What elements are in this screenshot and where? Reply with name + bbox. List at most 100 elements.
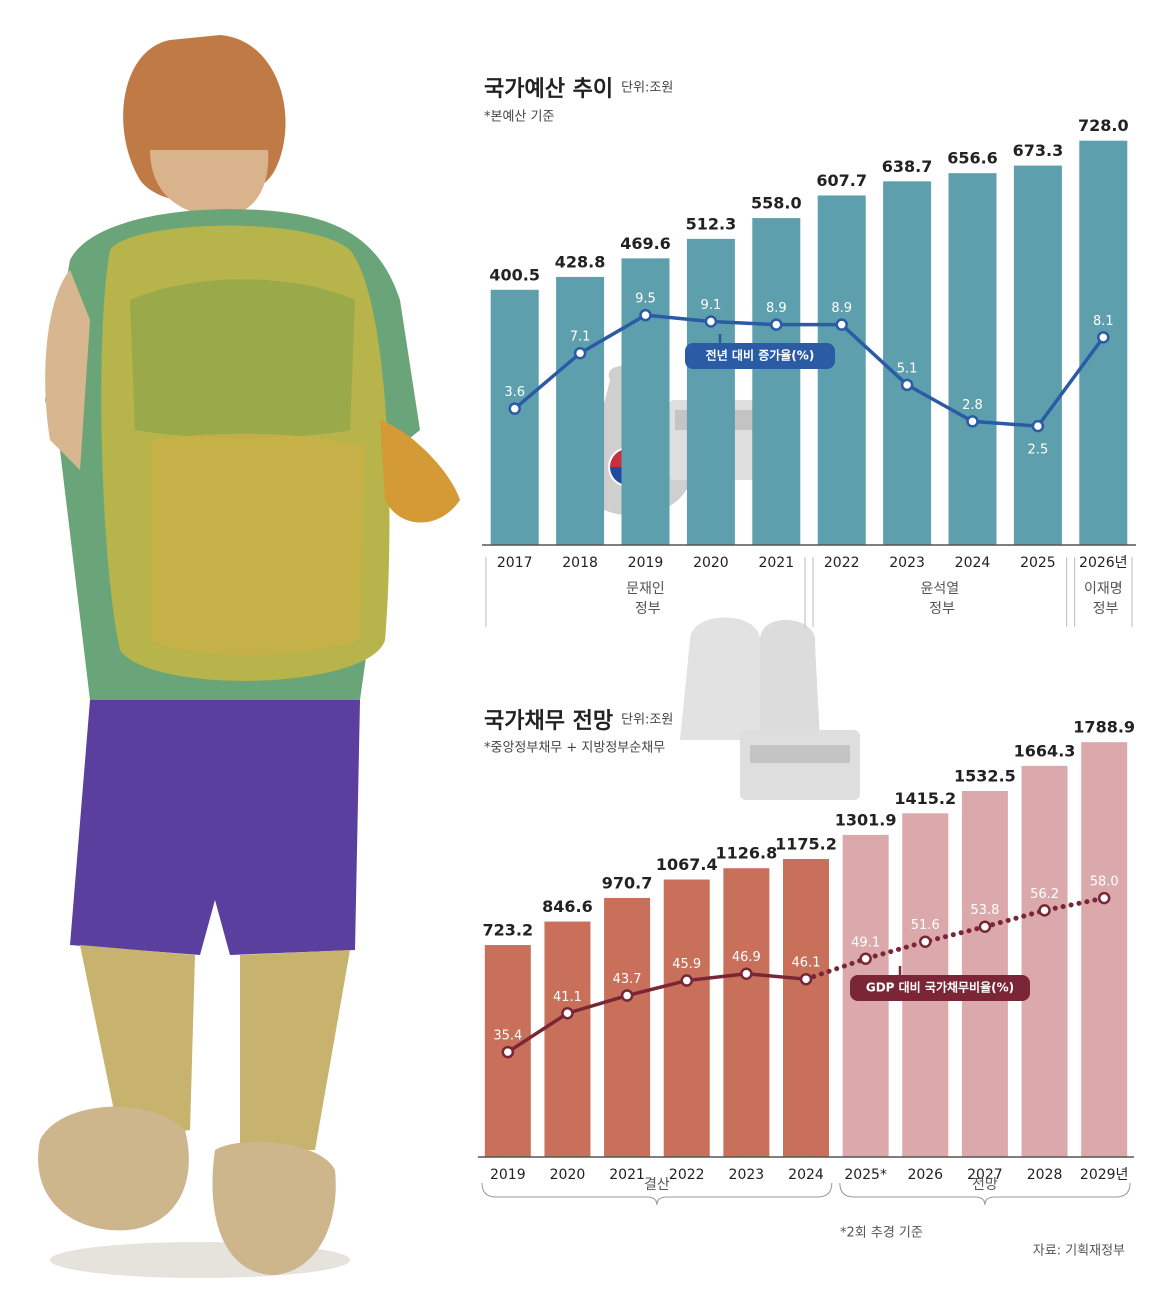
x-tick-label: 2027: [967, 1167, 1003, 1183]
bar-value-label: 400.5: [489, 265, 540, 284]
bar: [621, 258, 670, 545]
bar: [948, 173, 997, 545]
line-value-label: 51.6: [911, 918, 940, 933]
line-value-label: 58.0: [1090, 875, 1119, 890]
line-point: [1097, 891, 1111, 905]
illustration: [38, 35, 460, 1278]
group-label: 전망: [972, 1177, 998, 1193]
line-value-label: 49.1: [851, 935, 880, 950]
x-tick-label: 2021: [609, 1167, 645, 1183]
line-value-label: 3.6: [504, 385, 525, 400]
line-point: [573, 346, 587, 360]
bar: [783, 858, 829, 1157]
bar: [723, 868, 770, 1157]
line-value-label: 7.1: [570, 330, 591, 345]
line-value-label: 46.1: [792, 956, 821, 971]
chart: 국가예산 추이 단위:조원 *본예산 기준 400.5 428.8 469.6 512.3 5…: [482, 77, 1136, 627]
group-label: 윤석열 정부: [920, 581, 959, 617]
line-value-label: 2.8: [962, 398, 983, 413]
line-point: [501, 1045, 515, 1059]
x-tick-label: 2020: [550, 1167, 586, 1183]
x-tick-label: 2026년: [1079, 555, 1128, 571]
x-tick-label: 2023: [889, 555, 925, 571]
bar-value-label: 638.7: [882, 157, 933, 176]
line-point: [1097, 331, 1110, 344]
line-point: [704, 315, 718, 328]
legend-label: GDP 대비 국가채무비율(%): [866, 980, 1014, 995]
bar: [686, 238, 735, 546]
bar: [1021, 765, 1068, 1157]
bar: [1081, 742, 1128, 1157]
chart-note: *본예산 기준: [484, 110, 554, 125]
line-value-label: 56.2: [1030, 887, 1059, 902]
bar-value-label: 723.2: [483, 921, 534, 940]
line-value-label: 45.9: [672, 957, 701, 972]
bar-value-label: 673.3: [1013, 141, 1064, 160]
x-tick-label: 2025*: [844, 1167, 887, 1183]
chart-title: 국가예산 추이: [484, 77, 613, 102]
line-point: [859, 952, 872, 966]
legend-box: [850, 975, 1030, 1001]
group-label: 문재인 정부: [626, 581, 665, 617]
line: [513, 313, 1105, 428]
x-tick-label: 2024: [788, 1167, 824, 1183]
bar-value-label: 607.7: [816, 171, 867, 190]
line-point: [770, 318, 783, 331]
bar-value-label: 1126.8: [715, 844, 777, 863]
x-tick-label: 2024: [955, 555, 991, 571]
decoration: [579, 365, 860, 800]
bar: [490, 289, 539, 545]
unit-label: 단위:조원: [621, 81, 673, 96]
footnote: *2회 추경 기준: [840, 1226, 923, 1241]
x-tick-label: 2021: [758, 555, 794, 571]
bar: [604, 897, 651, 1157]
legend-box: [685, 343, 835, 369]
group-label: 이재명 정부: [1084, 581, 1123, 617]
line-value-label: 8.1: [1093, 314, 1114, 329]
unit-label: 단위:조원: [621, 713, 673, 728]
line-value-label: 5.1: [897, 361, 918, 376]
group-bracket: [1074, 557, 1133, 627]
bar: [817, 195, 866, 546]
group-bracket: [481, 1182, 833, 1206]
line: [803, 895, 1107, 982]
x-tick-label: 2025: [1020, 555, 1056, 571]
line-value-label: 53.8: [970, 903, 999, 918]
line-value-label: 35.4: [493, 1029, 522, 1044]
line-point: [508, 402, 521, 415]
bar: [663, 879, 710, 1157]
bar-value-label: 970.7: [602, 873, 653, 892]
chart-note: *중앙정부채무 + 지방정부순채무: [484, 741, 665, 756]
legend-label: 전년 대비 증가율(%): [706, 348, 815, 363]
bar-value-label: 1532.5: [954, 766, 1016, 785]
bar: [883, 181, 932, 545]
x-tick-label: 2020: [693, 555, 729, 571]
line-value-label: 9.5: [635, 292, 656, 307]
x-tick-label: 2019: [490, 1167, 526, 1183]
bar-value-label: 1301.9: [835, 810, 897, 829]
x-tick-label: 2022: [824, 555, 860, 571]
x-tick-label: 2026: [907, 1167, 943, 1183]
line-point: [835, 318, 848, 331]
bar: [1013, 165, 1062, 545]
bar-value-label: 1175.2: [775, 834, 837, 853]
line: [506, 971, 807, 1054]
bar-value-label: 1067.4: [656, 855, 718, 874]
line-value-label: 46.9: [732, 950, 761, 965]
line-value-label: 8.9: [831, 301, 852, 316]
line-value-label: 2.5: [1028, 443, 1049, 458]
source: 자료: 기획재정부: [1033, 1244, 1125, 1259]
bar: [544, 921, 591, 1157]
bar-value-label: 512.3: [686, 214, 737, 233]
bar-value-label: 558.0: [751, 194, 802, 213]
bar-value-label: 428.8: [555, 252, 606, 271]
line-value-label: 9.1: [701, 298, 722, 313]
line-value-label: 43.7: [613, 972, 642, 987]
x-tick-label: 2029년: [1080, 1167, 1129, 1183]
x-tick-label: 2022: [669, 1167, 705, 1183]
chart: 국가채무 전망 단위:조원 *중앙정부채무 + 지방정부순채무 723.2 846.6 9…: [478, 709, 1135, 1259]
x-tick-label: 2023: [729, 1167, 765, 1183]
x-tick-label: 2019: [628, 555, 664, 571]
line-point: [1038, 904, 1051, 917]
